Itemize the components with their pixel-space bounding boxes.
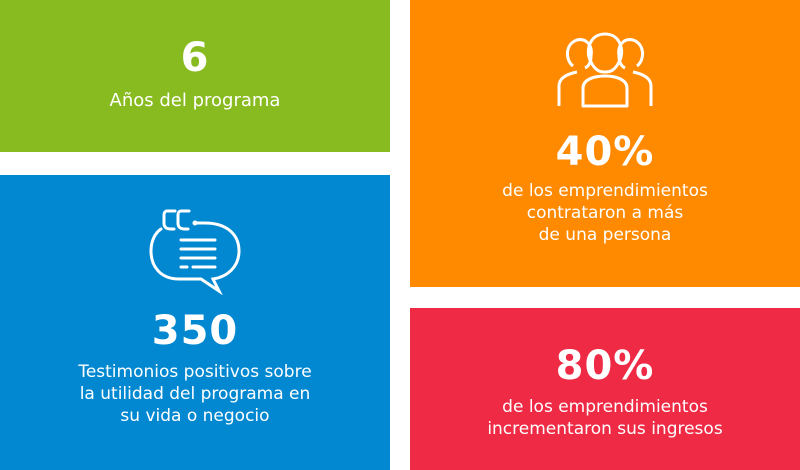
stat-years: 6 Años del programa: [0, 0, 390, 152]
stat-value: 80%: [555, 343, 655, 389]
label-line: la utilidad del programa en: [79, 384, 311, 404]
stat-value: 350: [151, 308, 239, 354]
label-line: contrataron a más: [526, 203, 684, 223]
stat-label: Años del programa: [109, 90, 281, 111]
stat-testimonials: 350 Testimonios positivos sobre la utili…: [0, 175, 390, 470]
group-of-people-icon: [557, 32, 653, 108]
stat-value: 6: [180, 35, 210, 81]
label-line: de una persona: [538, 225, 672, 245]
stat-label: Testimonios positivos sobre la utilidad …: [78, 361, 311, 427]
stat-income: 80% de los emprendimientos incrementaron…: [410, 308, 800, 470]
quote-speech-bubble-icon: [149, 209, 241, 295]
stat-hiring: 40% de los emprendimientos contrataron a…: [410, 0, 800, 287]
label-line: de los emprendimientos: [502, 181, 708, 201]
label-line: Testimonios positivos sobre: [78, 362, 312, 382]
label-line: de los emprendimientos: [502, 397, 708, 417]
label-line: incrementaron sus ingresos: [487, 419, 723, 439]
stat-value: 40%: [555, 129, 655, 175]
label-line: su vida o negocio: [120, 406, 270, 426]
stat-label: de los emprendimientos incrementaron sus…: [487, 396, 722, 440]
stat-label: de los emprendimientos contrataron a más…: [502, 180, 708, 246]
